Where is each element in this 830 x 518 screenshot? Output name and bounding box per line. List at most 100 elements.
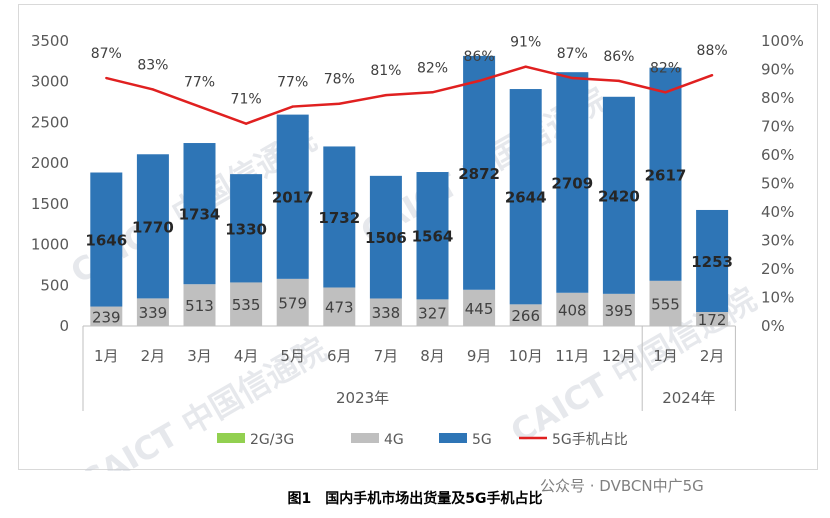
share-label: 78%: [324, 72, 355, 88]
bar-4g: [90, 306, 123, 326]
bar-5g: [369, 175, 402, 299]
label-4g: 408: [558, 301, 587, 319]
bar-4g: [323, 287, 356, 326]
x-tick-label: 6月: [327, 347, 352, 365]
bar-5g: [183, 143, 216, 285]
label-4g: 445: [465, 300, 494, 318]
share-line: 87% 83% 77% 71% 77% 78% 81% 82% 86% 91% 87% 86% 82% 8…: [91, 35, 728, 125]
label-5g: 1330: [225, 220, 267, 238]
label-5g: 1253: [691, 253, 733, 271]
share-point: [477, 79, 481, 83]
y-left-tick-label: 3500: [31, 32, 69, 50]
share-label: 86%: [464, 49, 495, 65]
bar-5g: [276, 114, 309, 279]
x-tick-label: 3月: [187, 347, 212, 365]
x-tick-label: 7月: [374, 347, 399, 365]
bar-4g: [556, 292, 589, 326]
share-point: [571, 76, 574, 80]
bar-4g: [602, 293, 635, 326]
share-point: [384, 93, 388, 97]
label-5g: 2420: [598, 187, 640, 205]
share-point: [617, 79, 621, 83]
bar-5g: [230, 174, 263, 283]
x-tick-label: 4月: [234, 347, 259, 365]
label-4g: 555: [651, 295, 680, 313]
y-right-tick-label: 0%: [761, 317, 785, 335]
y-right-tick-label: 70%: [761, 118, 794, 136]
label-4g: 327: [418, 305, 447, 323]
bar-4g: [696, 311, 729, 326]
x-tick-label: 1月: [653, 347, 678, 365]
x-tick-label: 10月: [509, 347, 543, 365]
share-label: 71%: [231, 92, 262, 108]
label-5g: 1734: [179, 206, 221, 224]
y-left-tick-label: 2500: [31, 113, 69, 131]
y-left-tick-label: 1000: [31, 236, 69, 254]
legend-label: 5G: [472, 432, 492, 448]
bar-5g: [556, 72, 589, 293]
x-tick-label: 12月: [602, 347, 636, 365]
label-4g: 338: [372, 304, 401, 322]
y-left-tick-label: 1500: [31, 195, 69, 213]
y-left-tick-label: 500: [40, 276, 69, 294]
bar-5g: [416, 172, 449, 300]
share-label: 91%: [510, 35, 541, 51]
legend-label: 5G手机占比: [552, 432, 628, 448]
share-point: [338, 102, 341, 105]
share-point: [198, 105, 201, 108]
share-point: [151, 88, 155, 91]
group-label: 2024年: [662, 389, 715, 407]
right-axis: 0% 10% 20% 30% 40% 50% 60% 70% 80% 90% 100%: [761, 32, 804, 335]
label-4g: 513: [185, 297, 214, 315]
label-4g: 172: [698, 311, 727, 329]
bar-5g: [90, 172, 123, 307]
share-line-path: [106, 65, 713, 125]
label-5g: 1564: [412, 228, 454, 246]
bar-4g: [509, 304, 542, 326]
y-right-tick-label: 50%: [761, 175, 794, 193]
share-point: [431, 91, 434, 94]
bar-4g: [416, 299, 449, 326]
y-right-tick-label: 90%: [761, 61, 794, 79]
label-5g: 2709: [551, 174, 593, 192]
x-tick-label: 8月: [420, 347, 445, 365]
label-4g: 535: [232, 296, 261, 314]
share-point: [244, 122, 248, 125]
bar-4g: [369, 298, 402, 326]
share-label: 86%: [603, 49, 634, 65]
share-label: 77%: [277, 75, 308, 91]
y-right-tick-label: 100%: [761, 32, 804, 50]
group-label: 2023年: [336, 389, 389, 407]
y-right-tick-label: 20%: [761, 260, 794, 278]
bar-5g: [509, 89, 542, 305]
label-4g: 579: [278, 294, 307, 312]
share-point: [105, 76, 108, 80]
label-5g: 2644: [505, 189, 547, 207]
label-5g: 2617: [645, 166, 687, 184]
label-4g: 339: [139, 304, 168, 322]
y-right-tick-label: 10%: [761, 289, 794, 307]
legend-label: 4G: [384, 432, 404, 448]
x-tick-label: 2月: [700, 347, 725, 365]
legend-swatch: [439, 433, 467, 443]
bar-5g: [463, 55, 496, 290]
share-point: [291, 105, 294, 108]
share-label: 82%: [417, 60, 448, 76]
share-label: 83%: [137, 57, 168, 73]
label-5g: 2872: [458, 165, 500, 183]
x-axis: 1月 2月 3月 4月 5月 6月 7月 8月 9月 10月 11月 12月 1月 2月 2023年 2024…: [82, 325, 736, 411]
label-4g: 266: [511, 307, 540, 325]
bar-5g: [136, 154, 169, 299]
figure-caption: 图1 国内手机市场出货量及5G手机占比: [287, 491, 543, 507]
x-tick-label: 5月: [280, 347, 305, 365]
y-right-tick-label: 30%: [761, 232, 794, 250]
y-left-tick-label: 0: [59, 317, 69, 335]
share-label: 87%: [91, 46, 122, 62]
x-tick-label: 2月: [141, 347, 166, 365]
share-label: 77%: [184, 75, 215, 91]
label-5g: 1646: [85, 232, 127, 250]
bar-5g: [602, 96, 635, 294]
x-tick-label: 9月: [467, 347, 492, 365]
x-tick-label: 11月: [555, 347, 589, 365]
